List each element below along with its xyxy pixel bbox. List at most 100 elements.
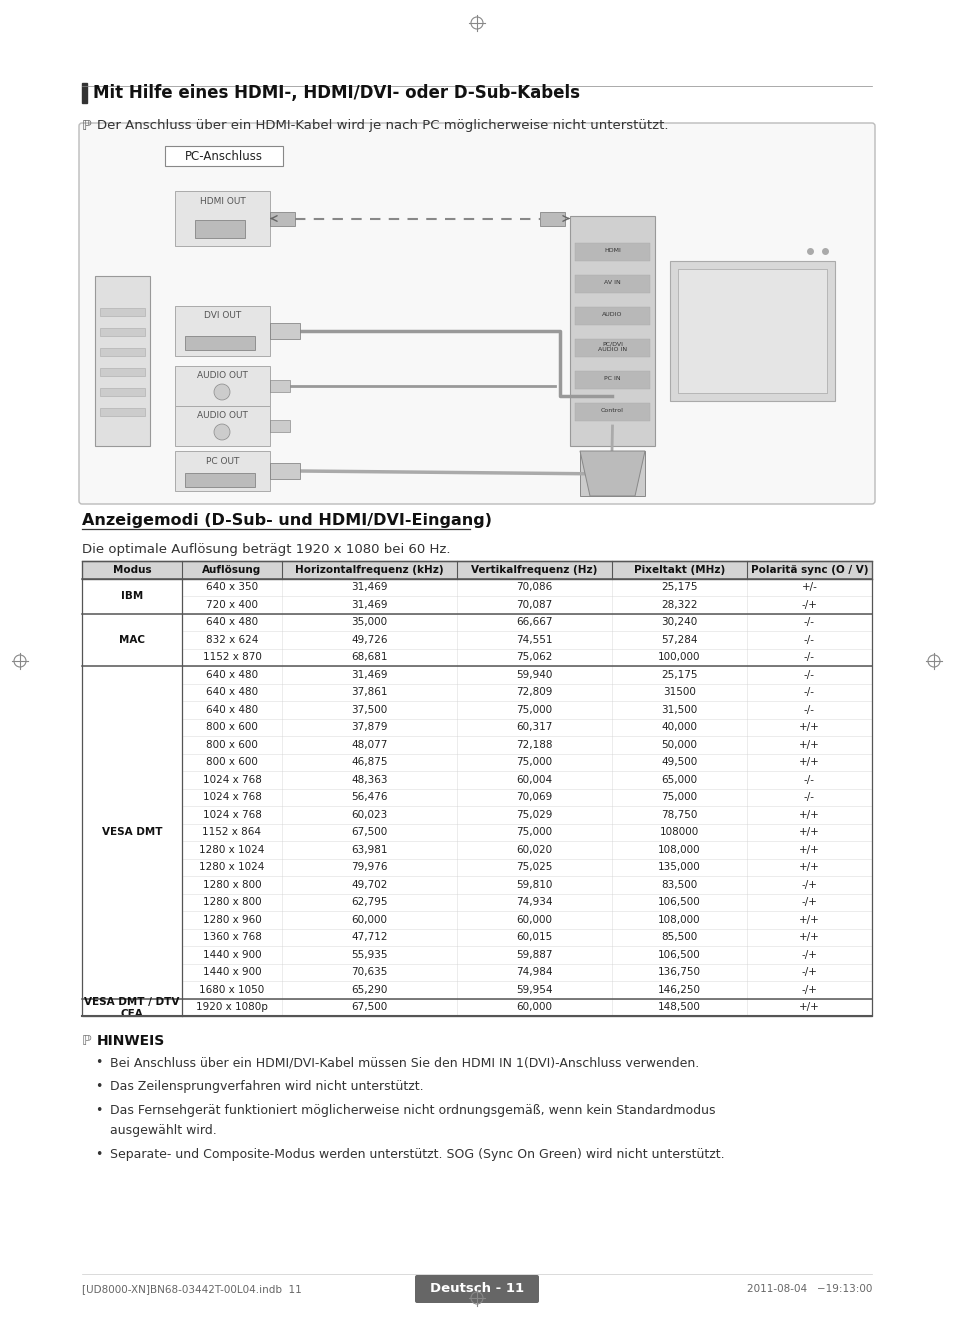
Text: 37,861: 37,861	[351, 687, 387, 697]
Text: 49,500: 49,500	[660, 757, 697, 768]
Bar	[100, 328, 145, 336]
Bar	[82, 893, 871, 911]
Bar	[100, 308, 145, 316]
Bar	[82, 579, 871, 596]
Bar	[82, 911, 871, 929]
Text: HDMI: HDMI	[603, 248, 620, 254]
Bar	[569, 217, 655, 446]
Text: 65,290: 65,290	[351, 984, 387, 995]
Text: •: •	[95, 1148, 102, 1161]
Text: 62,795: 62,795	[351, 897, 387, 908]
Text: 640 x 480: 640 x 480	[206, 687, 258, 697]
Bar	[100, 347, 145, 355]
Text: PC IN: PC IN	[603, 376, 620, 382]
Text: 1280 x 1024: 1280 x 1024	[199, 863, 264, 872]
Text: 60,000: 60,000	[351, 914, 387, 925]
Text: +/+: +/+	[799, 863, 819, 872]
Text: 31,469: 31,469	[351, 583, 387, 592]
Text: -/+: -/+	[801, 967, 817, 978]
Text: 67,500: 67,500	[351, 1003, 387, 1012]
Text: 640 x 480: 640 x 480	[206, 704, 258, 715]
Circle shape	[213, 424, 230, 440]
Text: 59,954: 59,954	[516, 984, 552, 995]
Bar	[174, 406, 270, 446]
Text: AV IN: AV IN	[603, 280, 620, 285]
Text: 65,000: 65,000	[660, 774, 697, 785]
Text: 136,750: 136,750	[658, 967, 700, 978]
Text: -/-: -/-	[803, 670, 814, 680]
Text: 832 x 624: 832 x 624	[206, 635, 258, 645]
Text: +/+: +/+	[799, 1003, 819, 1012]
Text: 67,500: 67,500	[351, 827, 387, 838]
Text: 1280 x 800: 1280 x 800	[202, 897, 261, 908]
Text: 40,000: 40,000	[660, 723, 697, 732]
Text: 1280 x 960: 1280 x 960	[202, 914, 261, 925]
Text: Control: Control	[600, 408, 623, 413]
Text: 55,935: 55,935	[351, 950, 387, 960]
Text: 37,500: 37,500	[351, 704, 387, 715]
Text: 135,000: 135,000	[658, 863, 700, 872]
Text: +/+: +/+	[799, 827, 819, 838]
Text: +/+: +/+	[799, 844, 819, 855]
Text: 720 x 400: 720 x 400	[206, 600, 257, 610]
Text: 106,500: 106,500	[658, 950, 700, 960]
Bar	[82, 561, 871, 1016]
Text: 70,069: 70,069	[516, 793, 552, 802]
Bar	[82, 83, 87, 103]
Bar	[100, 408, 145, 416]
Text: PC OUT: PC OUT	[206, 457, 239, 465]
Text: 79,976: 79,976	[351, 863, 387, 872]
Text: ℙ: ℙ	[82, 1034, 91, 1048]
Bar	[82, 683, 871, 701]
Text: 75,029: 75,029	[516, 810, 552, 820]
Bar	[82, 789, 871, 806]
Bar	[82, 596, 871, 613]
Bar	[270, 211, 294, 226]
Text: -/-: -/-	[803, 653, 814, 662]
Text: 60,317: 60,317	[516, 723, 552, 732]
Bar	[95, 276, 150, 446]
Bar	[82, 999, 182, 1016]
Text: DVI OUT: DVI OUT	[204, 312, 241, 321]
Text: •: •	[95, 1081, 102, 1092]
Text: 74,984: 74,984	[516, 967, 552, 978]
Text: 60,000: 60,000	[516, 1003, 552, 1012]
Text: -/+: -/+	[801, 600, 817, 610]
Text: Mit Hilfe eines HDMI-, HDMI/DVI- oder D-Sub-Kabels: Mit Hilfe eines HDMI-, HDMI/DVI- oder D-…	[92, 85, 579, 102]
Text: 28,322: 28,322	[660, 600, 697, 610]
Text: 70,635: 70,635	[351, 967, 387, 978]
Text: VESA DMT: VESA DMT	[102, 827, 162, 838]
Bar	[82, 823, 871, 841]
Text: 106,500: 106,500	[658, 897, 700, 908]
Text: +/+: +/+	[799, 810, 819, 820]
Text: 75,025: 75,025	[516, 863, 552, 872]
Bar	[575, 275, 649, 293]
Text: 1024 x 768: 1024 x 768	[202, 774, 261, 785]
Bar	[82, 963, 871, 982]
Text: +/-: +/-	[801, 583, 817, 592]
Bar	[174, 306, 270, 355]
Text: 49,702: 49,702	[351, 880, 387, 890]
Bar	[82, 841, 871, 859]
Bar	[539, 211, 564, 226]
Text: 31,469: 31,469	[351, 600, 387, 610]
Text: -/-: -/-	[803, 687, 814, 697]
Bar	[174, 192, 270, 246]
Text: +/+: +/+	[799, 914, 819, 925]
Bar	[82, 666, 871, 683]
Text: -/+: -/+	[801, 984, 817, 995]
Text: 59,940: 59,940	[516, 670, 552, 680]
Bar	[82, 859, 871, 876]
Text: -/-: -/-	[803, 635, 814, 645]
Bar	[82, 561, 871, 579]
Text: IBM: IBM	[121, 590, 143, 601]
Text: 1920 x 1080p: 1920 x 1080p	[196, 1003, 268, 1012]
Text: 49,726: 49,726	[351, 635, 387, 645]
Text: 1024 x 768: 1024 x 768	[202, 810, 261, 820]
Text: 85,500: 85,500	[660, 933, 697, 942]
Text: -/+: -/+	[801, 897, 817, 908]
Text: 800 x 600: 800 x 600	[206, 740, 257, 750]
Text: 78,750: 78,750	[660, 810, 697, 820]
Text: 75,000: 75,000	[516, 827, 552, 838]
Text: 31500: 31500	[662, 687, 695, 697]
